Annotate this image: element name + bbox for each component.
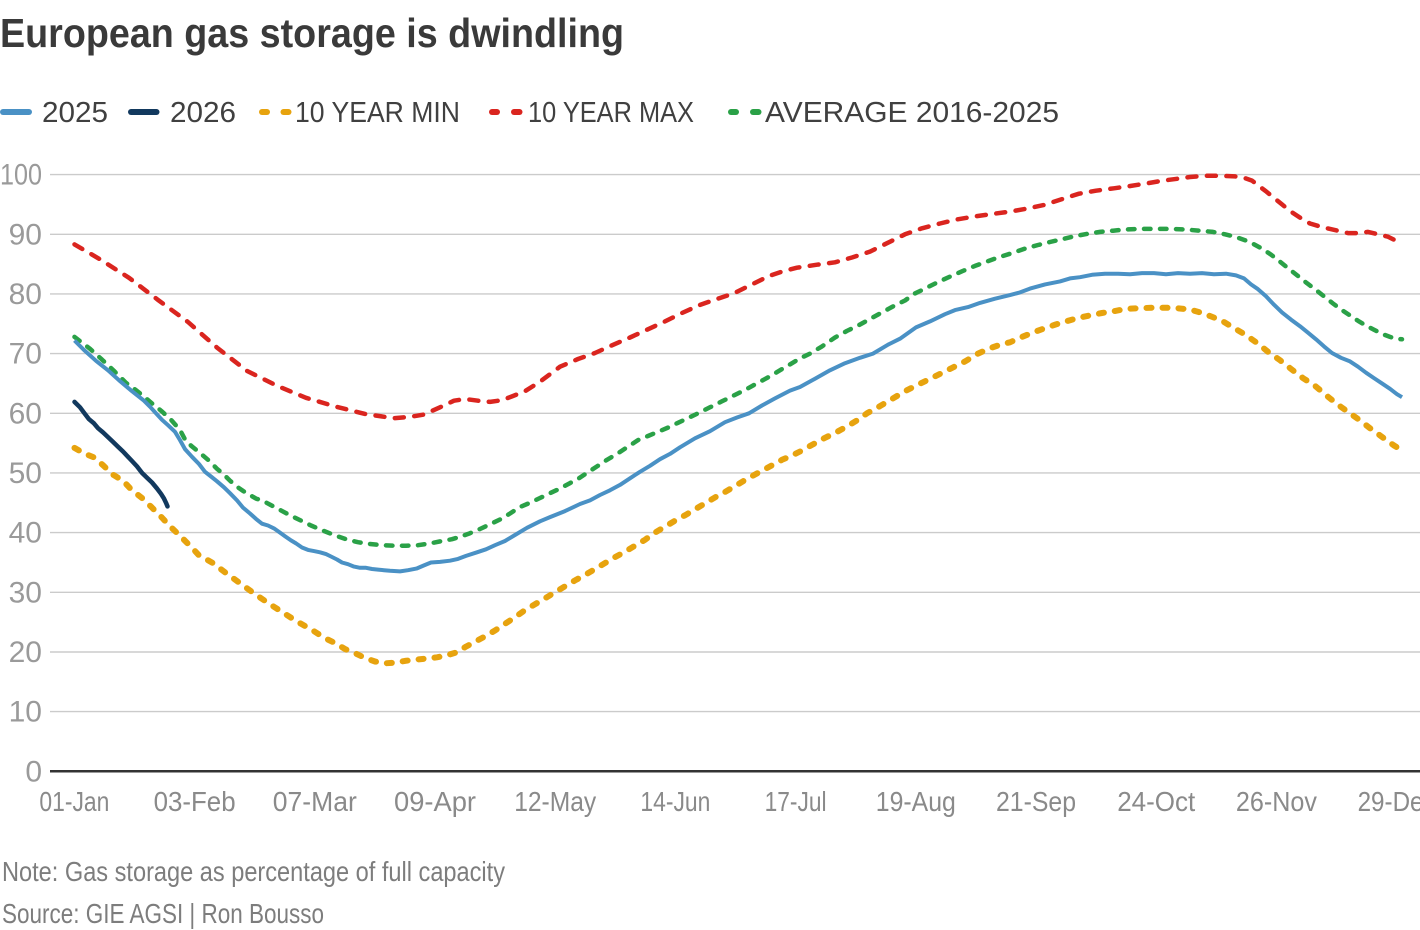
svg-text:24-Oct: 24-Oct <box>1117 786 1195 817</box>
svg-text:10 YEAR MIN: 10 YEAR MIN <box>295 97 460 129</box>
svg-text:21-Sep: 21-Sep <box>996 786 1076 817</box>
svg-text:10 YEAR MAX: 10 YEAR MAX <box>528 97 694 129</box>
svg-text:50: 50 <box>9 457 42 490</box>
svg-text:09-Apr: 09-Apr <box>394 786 476 817</box>
svg-text:80: 80 <box>9 278 42 311</box>
svg-text:0: 0 <box>25 755 42 788</box>
svg-text:30: 30 <box>9 576 42 609</box>
svg-text:100: 100 <box>0 159 42 192</box>
svg-text:Note: Gas storage as percentag: Note: Gas storage as percentage of full … <box>2 856 505 887</box>
svg-text:03-Feb: 03-Feb <box>154 786 236 817</box>
svg-text:17-Jul: 17-Jul <box>765 786 827 817</box>
svg-text:2025: 2025 <box>42 97 108 129</box>
svg-text:29-Dec: 29-Dec <box>1358 786 1420 817</box>
svg-text:40: 40 <box>9 517 42 550</box>
svg-text:12-May: 12-May <box>514 786 596 817</box>
svg-text:14-Jun: 14-Jun <box>640 786 710 817</box>
svg-text:20: 20 <box>9 636 42 669</box>
svg-text:26-Nov: 26-Nov <box>1236 786 1317 817</box>
svg-text:2026: 2026 <box>170 97 236 129</box>
svg-text:10: 10 <box>9 696 42 729</box>
svg-text:01-Jan: 01-Jan <box>39 786 109 817</box>
svg-text:European gas storage is dwindl: European gas storage is dwindling <box>0 10 624 56</box>
svg-text:90: 90 <box>9 218 42 251</box>
svg-text:60: 60 <box>9 397 42 430</box>
svg-text:Source: GIE AGSI | Ron Bousso: Source: GIE AGSI | Ron Bousso <box>2 898 324 929</box>
svg-text:19-Aug: 19-Aug <box>876 786 956 817</box>
svg-text:AVERAGE 2016-2025: AVERAGE 2016-2025 <box>765 97 1059 129</box>
svg-text:70: 70 <box>9 338 42 371</box>
svg-text:07-Mar: 07-Mar <box>273 786 357 817</box>
